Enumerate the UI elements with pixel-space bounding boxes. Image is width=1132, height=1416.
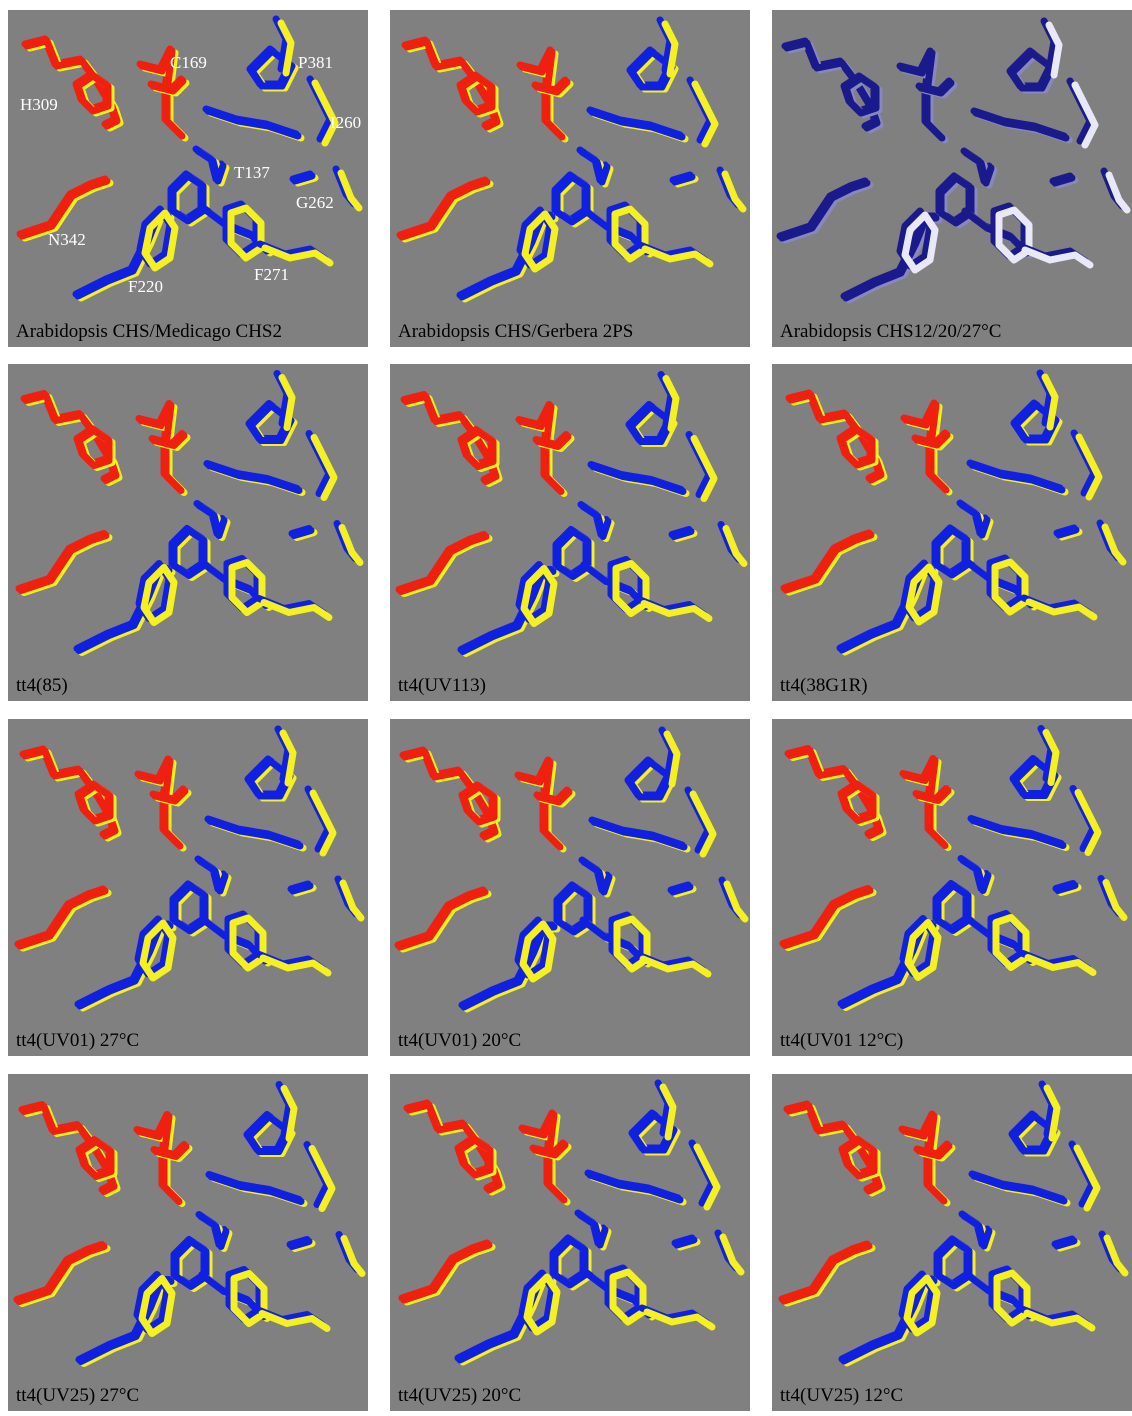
structure-stick — [1057, 1241, 1074, 1246]
structure-stick — [293, 886, 310, 891]
structure-stick — [295, 176, 312, 181]
panel: H309 C169 P381 I260 T137 G262 N342 F220 F271 Arab… — [8, 10, 368, 347]
panel-caption: tt4(UV113) — [398, 675, 486, 696]
residue-label: T137 — [234, 163, 270, 182]
panel: tt4(UV25) 20°C — [390, 1074, 750, 1411]
residue-label: F271 — [254, 265, 289, 284]
panel-caption: tt4(UV01) 20°C — [398, 1030, 521, 1051]
panel: tt4(UV01 12°C) — [772, 719, 1132, 1056]
structure-stick — [1058, 886, 1075, 891]
panel-caption: tt4(UV25) 20°C — [398, 1385, 521, 1406]
structure-stick — [294, 531, 311, 536]
panel: tt4(UV25) 12°C — [772, 1074, 1132, 1411]
panel: Arabidopsis CHS12/20/27°C — [772, 10, 1132, 347]
structure-stick — [1055, 178, 1072, 183]
panel: tt4(UV25) 27°C — [8, 1074, 368, 1411]
structure-stick — [1059, 530, 1076, 535]
panel: tt4(UV01) 27°C — [8, 719, 368, 1056]
panel-caption: tt4(38G1R) — [780, 675, 868, 696]
panel-caption: tt4(85) — [16, 675, 68, 696]
residue-label: F220 — [128, 277, 163, 296]
panel: tt4(UV01) 20°C — [390, 719, 750, 1056]
panel-caption: Arabidopsis CHS/Medicago CHS2 — [16, 321, 282, 342]
panel-caption: Arabidopsis CHS12/20/27°C — [780, 321, 1001, 342]
structure-stick — [292, 1242, 309, 1247]
residue-label: P381 — [298, 53, 333, 72]
panel-caption: tt4(UV25) 12°C — [780, 1385, 903, 1406]
structure-stick — [677, 1240, 694, 1245]
structure-stick — [673, 887, 690, 892]
panel-caption: tt4(UV25) 27°C — [16, 1385, 139, 1406]
panel-caption: tt4(UV01 12°C) — [780, 1030, 903, 1051]
panel: tt4(85) — [8, 364, 368, 701]
structure-stick — [675, 177, 692, 182]
panel-caption: tt4(UV01) 27°C — [16, 1030, 139, 1051]
figure: H309 C169 P381 I260 T137 G262 N342 F220 F271 Arab… — [0, 0, 1132, 1416]
residue-label: H309 — [20, 95, 58, 114]
panel: Arabidopsis CHS/Gerbera 2PS — [390, 10, 750, 347]
residue-label: G262 — [296, 193, 334, 212]
panel-caption: Arabidopsis CHS/Gerbera 2PS — [398, 321, 633, 342]
panel: tt4(38G1R) — [772, 364, 1132, 701]
residue-label: I260 — [330, 113, 361, 132]
residue-label: N342 — [48, 230, 86, 249]
structure-stick — [674, 532, 691, 537]
panel: tt4(UV113) — [390, 364, 750, 701]
residue-label: C169 — [170, 53, 207, 72]
